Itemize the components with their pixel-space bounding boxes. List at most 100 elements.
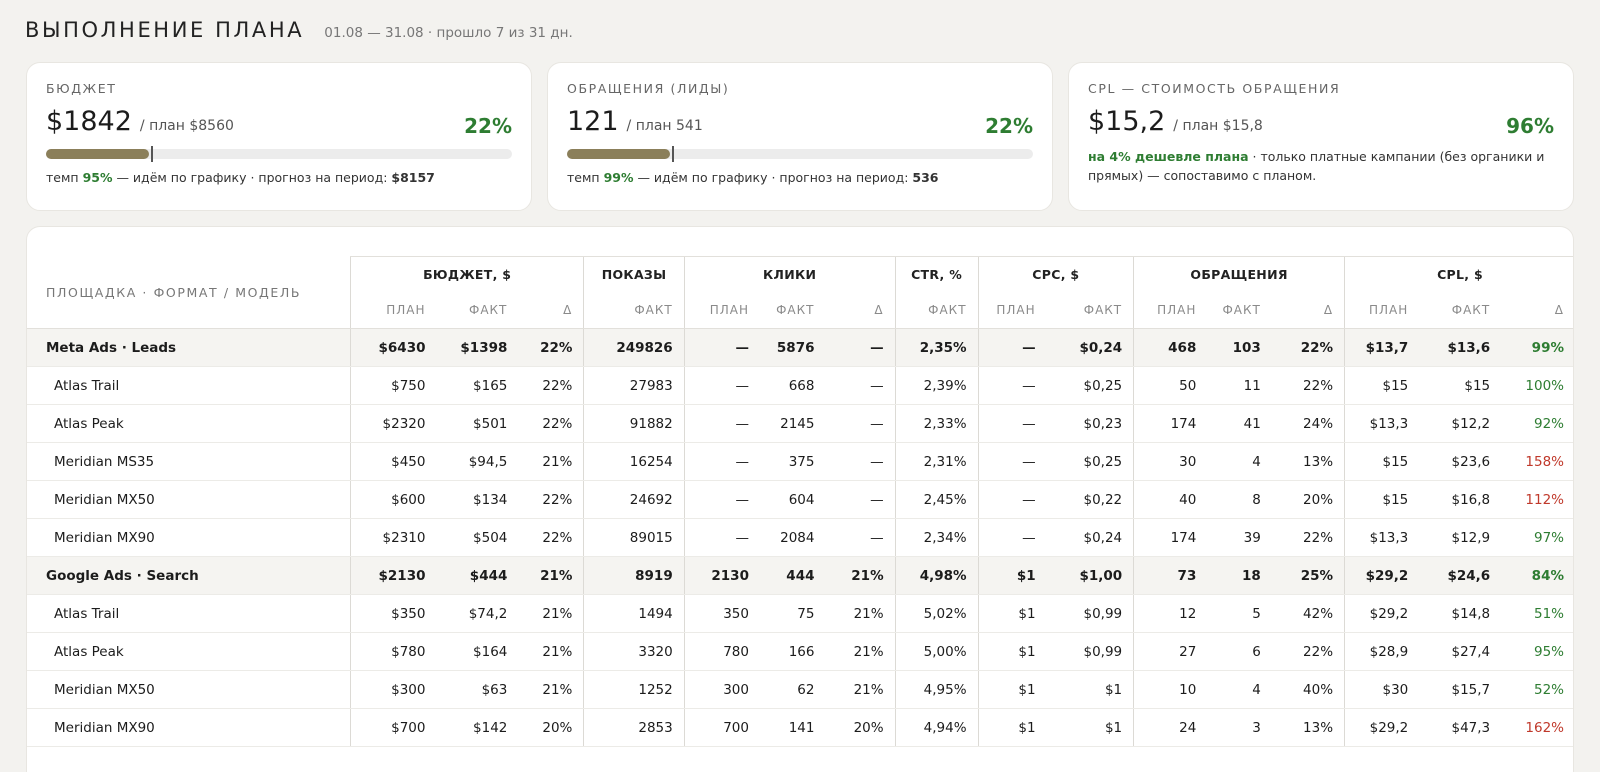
table-cell: 103 xyxy=(1207,328,1272,367)
table-cell: 5,00% xyxy=(894,632,979,671)
budget-progress-fill xyxy=(46,149,149,159)
table-cell: 62 xyxy=(759,670,826,709)
column-subheader: ФАКТ xyxy=(894,292,979,329)
table-cell: 375 xyxy=(759,442,826,481)
table-cell: — xyxy=(825,328,896,367)
column-subheader: Δ xyxy=(1501,292,1573,329)
budget-pace: 95% xyxy=(82,170,113,185)
table-cell: $1 xyxy=(977,556,1047,595)
table-row[interactable]: Meridian MX50 $300 $63 21% 1252 300 62 21% 4,95%… xyxy=(27,670,1573,709)
table-cell: $1 xyxy=(1046,708,1134,747)
table-cell: $23,6 xyxy=(1419,442,1502,481)
table-cell: 166 xyxy=(759,632,826,671)
table-cell: 40% xyxy=(1271,670,1345,709)
table-cell: 92% xyxy=(1501,404,1573,443)
column-subheader: ФАКТ xyxy=(583,292,685,329)
row-name: Meridian MS35 xyxy=(27,442,351,481)
table-cell: 668 xyxy=(759,366,826,405)
table-cell: 18 xyxy=(1207,556,1272,595)
budget-plan: / план $8560 xyxy=(139,118,234,134)
table-row[interactable]: Atlas Peak $780 $164 21% 3320 780 166 21% 5,00% $… xyxy=(27,632,1573,671)
budget-forecast: $8157 xyxy=(391,170,435,185)
table-cell: 8 xyxy=(1207,480,1272,519)
table-cell: 2853 xyxy=(583,708,685,747)
table-row[interactable]: Meridian MX90 $700 $142 20% 2853 700 141 20% 4,9… xyxy=(27,708,1573,747)
row-name: Meta Ads · Leads xyxy=(27,328,351,367)
table-cell: — xyxy=(977,404,1047,443)
budget-label: БЮДЖЕТ xyxy=(46,81,117,96)
table-cell: 42% xyxy=(1271,594,1345,633)
table-cell: 2,34% xyxy=(894,518,979,557)
table-cell: 100% xyxy=(1501,366,1573,405)
table-cell: 2,35% xyxy=(894,328,979,367)
table-cell: $700 xyxy=(350,708,437,747)
table-cell: 2130 xyxy=(683,556,760,595)
table-cell: 158% xyxy=(1501,442,1573,481)
table-cell: $134 xyxy=(436,480,519,519)
table-cell: $350 xyxy=(350,594,437,633)
table-row[interactable]: Atlas Trail $750 $165 22% 27983—668—2,39% — $0… xyxy=(27,366,1573,405)
table-cell: $0,25 xyxy=(1046,366,1134,405)
table-cell: 21% xyxy=(518,670,584,709)
table-cell: 21% xyxy=(518,632,584,671)
budget-progress-bar xyxy=(46,146,512,162)
table-cell: 468 xyxy=(1133,328,1208,367)
row-name: Google Ads · Search xyxy=(27,556,351,595)
table-row[interactable]: Atlas Peak $2320 $501 22% 91882—2145—2,33% — $… xyxy=(27,404,1573,443)
table-cell: 24 xyxy=(1133,708,1208,747)
table-cell: $1 xyxy=(977,594,1047,633)
table-cell: $47,3 xyxy=(1419,708,1502,747)
table-cell: — xyxy=(683,328,760,367)
leads-card: ОБРАЩЕНИЯ (ЛИДЫ) 121 / план 541 22% темп… xyxy=(547,62,1053,211)
table-cell: 4,98% xyxy=(894,556,979,595)
table-cell: $0,24 xyxy=(1046,518,1134,557)
table-cell: 444 xyxy=(759,556,826,595)
table-cell: — xyxy=(977,366,1047,405)
table-cell: 22% xyxy=(1271,328,1345,367)
table-cell: 41 xyxy=(1207,404,1272,443)
table-cell: 16254 xyxy=(583,442,685,481)
table-cell: $2310 xyxy=(350,518,437,557)
table-cell: 2,33% xyxy=(894,404,979,443)
table-cell: 4 xyxy=(1207,442,1272,481)
row-name: Atlas Peak xyxy=(27,632,351,671)
budget-schedule-marker xyxy=(151,146,154,162)
table-cell: 84% xyxy=(1501,556,1573,595)
column-subheader: ПЛАН xyxy=(977,292,1047,329)
table-cell: 5876 xyxy=(759,328,826,367)
column-subheader: ФАКТ xyxy=(1207,292,1272,329)
leads-plan: / план 541 xyxy=(626,118,703,134)
table-cell: $142 xyxy=(436,708,519,747)
table-cell: $2130 xyxy=(350,556,437,595)
table-cell: $504 xyxy=(436,518,519,557)
table-cell: 4,94% xyxy=(894,708,979,747)
row-name: Meridian MX90 xyxy=(27,518,351,557)
table-cell: $2320 xyxy=(350,404,437,443)
table-group-row[interactable]: Meta Ads · Leads $6430 $1398 22% 249826—5876… xyxy=(27,328,1573,367)
budget-card: БЮДЖЕТ $1842 / план $8560 22% темп 95% —… xyxy=(26,62,532,211)
table-cell: — xyxy=(683,480,760,519)
table-group-row[interactable]: Google Ads · Search $2130 $444 21% 8919 2130 4… xyxy=(27,556,1573,595)
table-row[interactable]: Atlas Trail $350 $74,2 21% 1494 350 75 21% 5,02%… xyxy=(27,594,1573,633)
table-cell: 24692 xyxy=(583,480,685,519)
table-row[interactable]: Meridian MX90 $2310 $504 22% 89015—2084—2,34… xyxy=(27,518,1573,557)
table-cell: 89015 xyxy=(583,518,685,557)
table-cell: $164 xyxy=(436,632,519,671)
table-row[interactable]: Meridian MX50 $600 $134 22% 24692—604—2,45% —… xyxy=(27,480,1573,519)
table-cell: 2,45% xyxy=(894,480,979,519)
group-header-cpl: CPL, $ xyxy=(1344,256,1573,293)
table-row[interactable]: Meridian MS35 $450 $94,5 21% 16254—375—2,31%… xyxy=(27,442,1573,481)
table-cell: $1398 xyxy=(436,328,519,367)
column-subheader: ПЛАН xyxy=(1133,292,1208,329)
table-cell: 6 xyxy=(1207,632,1272,671)
cpl-value: $15,2 xyxy=(1088,106,1166,137)
table-cell: $12,9 xyxy=(1419,518,1502,557)
table-cell: $13,7 xyxy=(1344,328,1420,367)
table-cell: 40 xyxy=(1133,480,1208,519)
table-cell: 700 xyxy=(683,708,760,747)
table-cell: 21% xyxy=(825,594,896,633)
table-cell: 99% xyxy=(1501,328,1573,367)
table-cell: $501 xyxy=(436,404,519,443)
table-cell: 21% xyxy=(518,442,584,481)
cpl-percent: 96% xyxy=(1506,114,1554,138)
